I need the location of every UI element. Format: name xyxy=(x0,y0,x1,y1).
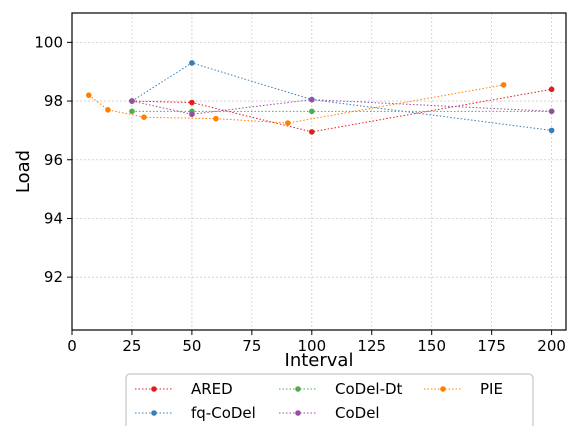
series-line-pie xyxy=(88,84,504,124)
data-point-codel xyxy=(189,111,195,118)
data-point-ared xyxy=(309,129,315,135)
series-line-codel xyxy=(131,99,552,115)
series-pie xyxy=(85,82,507,126)
legend-swatch-marker xyxy=(151,410,157,416)
legend-item-ared: ARED xyxy=(135,380,233,398)
data-point-fq-codel xyxy=(189,60,195,66)
series-codel xyxy=(129,96,555,118)
data-point-pie xyxy=(213,115,219,122)
data-point-codel xyxy=(548,108,555,115)
plot-frame xyxy=(71,12,567,331)
y-tick-label: 100 xyxy=(34,33,63,51)
series-line-ared xyxy=(131,88,552,133)
legend-swatch-marker xyxy=(151,386,157,392)
data-point-pie xyxy=(105,107,111,113)
series-line-fq-codel xyxy=(131,62,552,131)
data-point-pie xyxy=(285,120,291,126)
y-tick-label: 96 xyxy=(44,151,63,169)
data-point-codel-dt xyxy=(309,108,315,115)
data-point-codel xyxy=(129,98,135,104)
legend-swatch-marker xyxy=(295,386,301,392)
x-tick-label: 0 xyxy=(67,337,77,355)
legend-item-codel-dt: CoDel-Dt xyxy=(279,380,403,398)
legend-label: CoDel-Dt xyxy=(335,380,403,398)
x-tick-label: 100 xyxy=(297,337,326,355)
x-tick-label: 200 xyxy=(537,337,566,355)
data-point-codel-dt xyxy=(129,108,135,115)
legend-swatch-marker xyxy=(295,410,301,416)
grid xyxy=(71,13,566,330)
legend-label: PIE xyxy=(480,380,503,398)
data-point-codel xyxy=(309,96,315,103)
x-tick-label: 50 xyxy=(182,337,201,355)
data-point-pie xyxy=(141,114,147,120)
legend-item-codel: CoDel xyxy=(279,404,380,422)
data-point-ared xyxy=(189,99,195,106)
x-tick-label: 175 xyxy=(477,337,506,355)
series-layer xyxy=(85,60,555,135)
legend-item-pie: PIE xyxy=(424,380,503,398)
y-tick-label: 94 xyxy=(44,209,63,227)
data-point-ared xyxy=(548,86,555,93)
data-point-pie xyxy=(85,92,92,98)
legend-swatch-marker xyxy=(440,386,446,392)
ticks: 0 25 50 75 100 125 150 175 200 92 94 96 98 100 xyxy=(34,33,566,355)
legend-label: CoDel xyxy=(335,404,380,422)
y-tick-label: 98 xyxy=(44,92,63,110)
data-point-pie xyxy=(500,82,507,88)
legend-item-fq-codel: fq-CoDel xyxy=(135,404,256,422)
data-point-fq-codel xyxy=(548,127,555,134)
legend-box xyxy=(125,373,534,426)
x-tick-label: 125 xyxy=(357,337,386,355)
y-axis-label: Load xyxy=(13,150,34,193)
legend: ARED fq-CoDel CoDel-Dt CoDel PIE xyxy=(125,373,534,426)
x-axis-label: Interval xyxy=(285,350,354,371)
series-fq-codel xyxy=(129,60,555,134)
x-tick-label: 150 xyxy=(417,337,446,355)
legend-label: fq-CoDel xyxy=(191,404,256,422)
x-tick-label: 25 xyxy=(122,337,141,355)
y-tick-label: 92 xyxy=(44,268,63,286)
legend-label: ARED xyxy=(191,380,233,398)
series-ared xyxy=(129,86,555,135)
x-tick-label: 75 xyxy=(242,337,261,355)
